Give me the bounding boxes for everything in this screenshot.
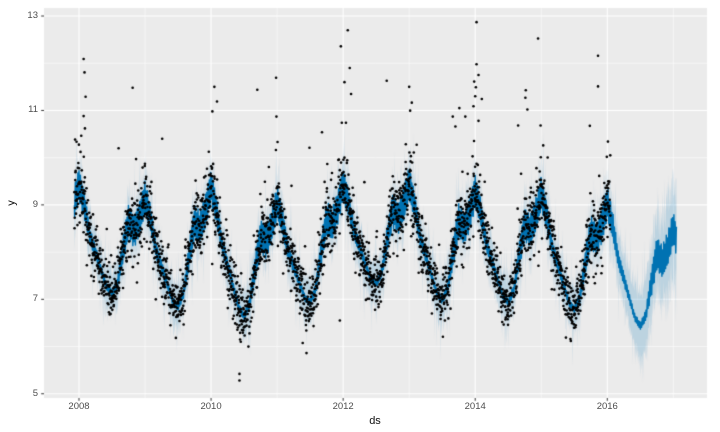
x-tick-label-2014: 2014 (464, 401, 486, 412)
y-tick-label-9: 9 (32, 198, 38, 210)
x-tick-label-2008: 2008 (68, 401, 90, 412)
y-tick-label-7: 7 (32, 293, 38, 305)
x-axis-title: ds (369, 415, 381, 427)
y-tick-label-13: 13 (27, 10, 38, 22)
y-tick-label-11: 11 (28, 104, 38, 116)
x-tick-label-2012: 2012 (332, 401, 354, 412)
x-tick-label-2010: 2010 (200, 401, 222, 412)
x-tick-label-2016: 2016 (596, 401, 618, 412)
y-tick-label-5: 5 (32, 387, 38, 399)
